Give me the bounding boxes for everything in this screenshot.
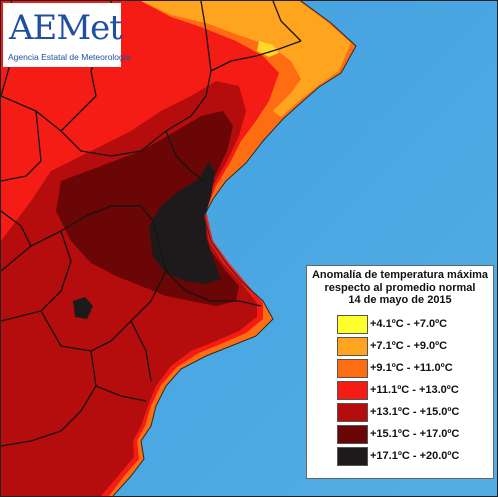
legend-swatch — [337, 425, 368, 444]
legend-label: +17.1ºC - +20.0ºC — [370, 450, 460, 462]
legend-title-line-1: Anomalía de temperatura máxima — [311, 269, 489, 281]
land-amber-zone — [141, 1, 351, 117]
coastline — [112, 1, 357, 496]
logo-subtitle: Agencia Estatal de Meteorología — [8, 52, 131, 62]
legend-label: +11.1ºC - +13.0ºC — [370, 384, 459, 396]
legend-label: +9.1ºC - +11.0ºC — [370, 362, 453, 374]
legend-swatch — [337, 447, 368, 466]
legend-label: +4.1ºC - +7.0ºC — [370, 318, 448, 330]
legend-title: Anomalía de temperatura máxima respecto … — [307, 269, 493, 307]
land-black-spot — [73, 297, 93, 319]
legend-title-line-3: 14 de mayo de 2015 — [348, 294, 452, 306]
legend-swatch — [337, 315, 368, 334]
legend-label: +13.1ºC - +15.0ºC — [370, 406, 460, 418]
land-black-zone — [149, 161, 221, 284]
legend: Anomalía de temperatura máxima respecto … — [306, 265, 494, 479]
logo-wordmark: AEMet — [9, 8, 123, 48]
legend-swatch — [337, 359, 368, 378]
legend-swatch — [337, 381, 368, 400]
land-yellow-zone — [257, 41, 279, 57]
aemet-logo: AEMet Agencia Estatal de Meteorología — [3, 3, 131, 67]
legend-title-line-2: respecto al promedio normal — [324, 281, 476, 294]
legend-label: +7.1ºC - +9.0ºC — [370, 340, 448, 352]
legend-swatch — [337, 403, 368, 422]
legend-label: +15.1ºC - +17.0ºC — [370, 428, 460, 440]
legend-swatch — [337, 337, 368, 356]
